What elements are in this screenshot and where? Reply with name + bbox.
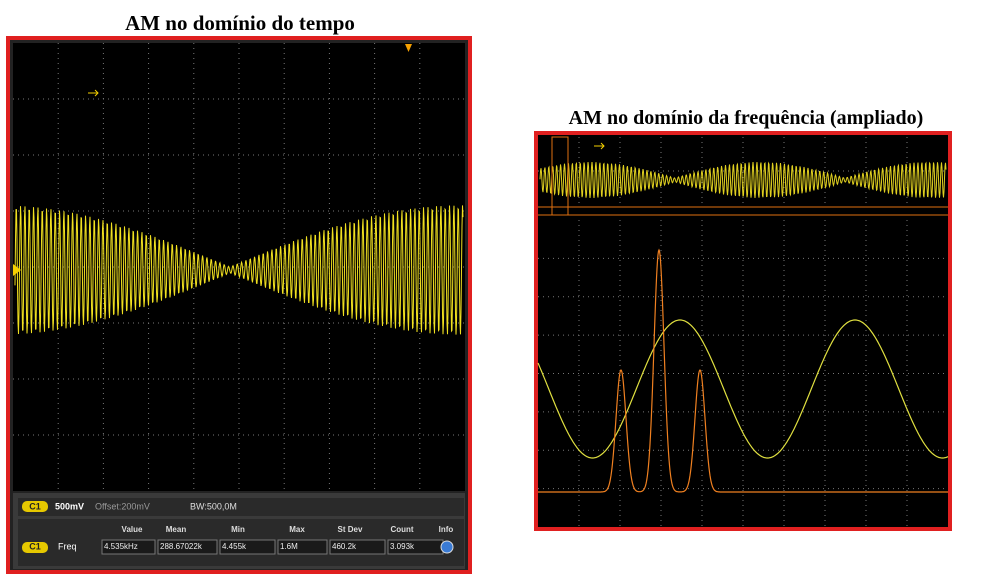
measure-value: 4.535kHz (104, 542, 138, 551)
measure-value: 4.455k (222, 542, 247, 551)
column-header: Mean (166, 525, 187, 534)
info-icon (441, 541, 453, 553)
column-header: Info (439, 525, 454, 534)
left-title: AM no domínio do tempo (125, 11, 355, 35)
page: AM no domínio do tempo C1 500mV Offset:2… (0, 0, 982, 577)
column-header: Max (289, 525, 305, 534)
measure-value: 1.6M (280, 542, 298, 551)
right-title: AM no domínio da frequência (ampliado) (569, 107, 924, 129)
bandwidth: BW:500,0M (190, 501, 237, 511)
column-header: St Dev (338, 525, 363, 534)
measure-value: 460.2k (332, 542, 357, 551)
column-header: Count (390, 525, 413, 534)
measure-value: 3.093k (390, 542, 415, 551)
channel-label: C1 (29, 541, 41, 551)
measure-name: Freq (58, 541, 77, 551)
channel-bar (18, 498, 464, 516)
scale: 500mV (55, 501, 84, 511)
column-header: Min (231, 525, 245, 534)
offset: Offset:200mV (95, 501, 150, 511)
measure-value: 288.67022k (160, 542, 203, 551)
channel-label: C1 (29, 501, 41, 511)
column-header: Value (122, 525, 143, 534)
